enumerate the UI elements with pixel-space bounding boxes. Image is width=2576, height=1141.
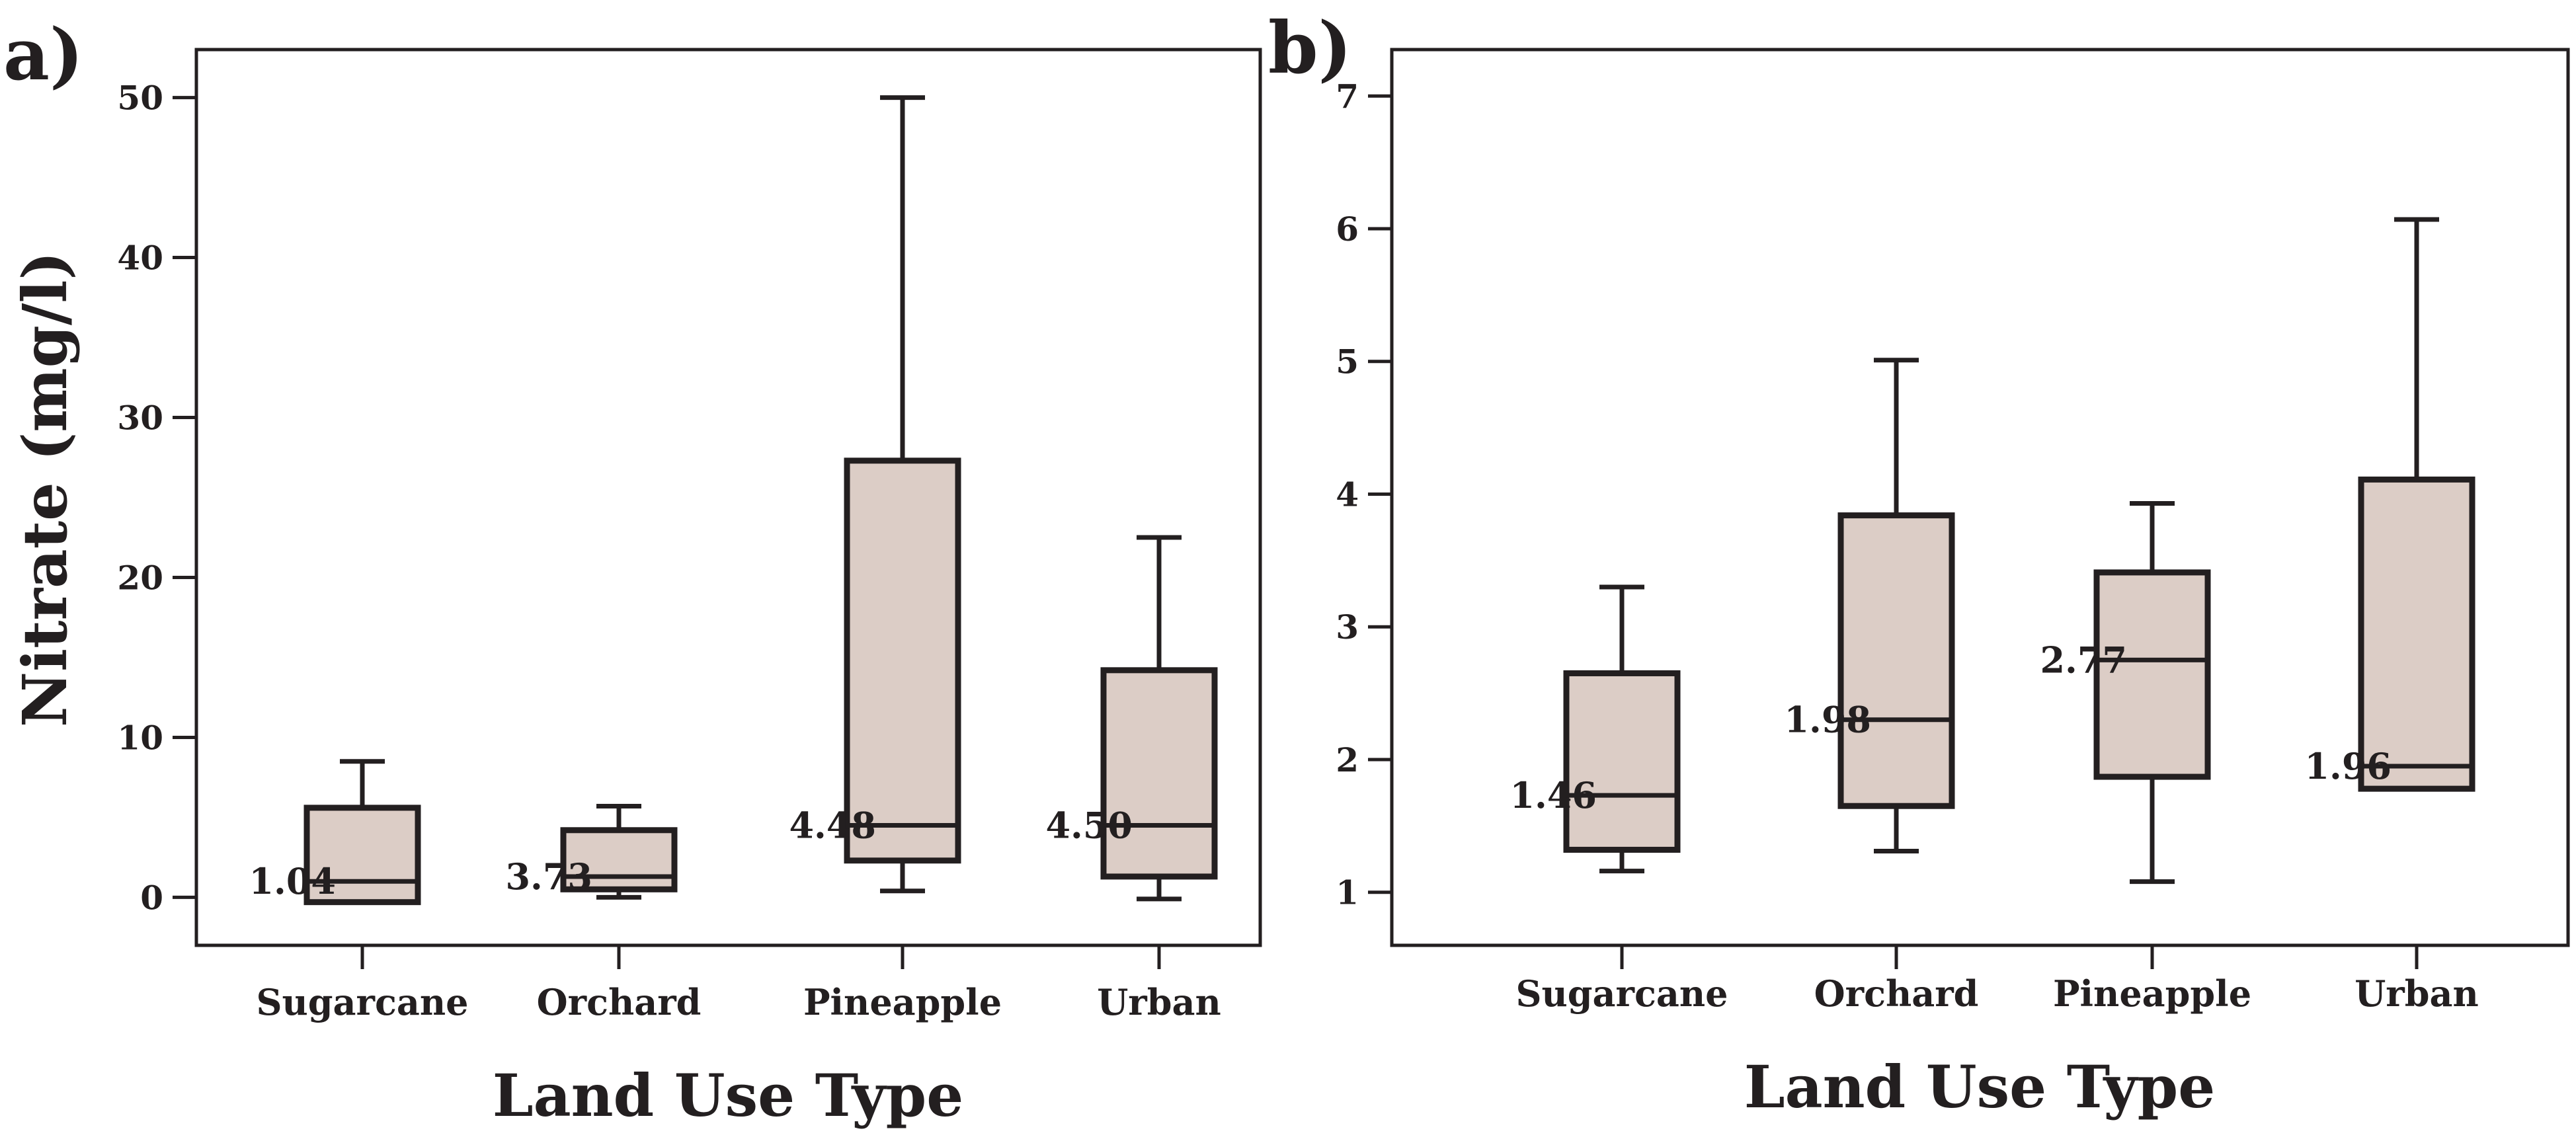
panel-b: 1 2 3 4 5 6 7 1.46 Sugarcane 1.98 Orchard 2.77 Pinea… [1268, 7, 2570, 1121]
box-iqr [2093, 569, 2211, 780]
box-orchard: 1.98 Orchard [1784, 358, 1979, 1015]
box-urban: 1.96 Urban [2304, 217, 2479, 1015]
y-tick-label: 50 [117, 79, 163, 118]
box-iqr [2358, 476, 2475, 792]
y-tick-label: 40 [117, 239, 163, 278]
box-orchard: 3.73 Orchard [505, 803, 702, 1023]
category-label: Urban [2355, 972, 2479, 1015]
category-label: Sugarcane [257, 981, 469, 1023]
panel-a: 0 10 20 30 40 50 1.04 Sugarcane 3.73 Orchard 4.48 P… [3, 13, 1262, 1130]
panel-label: b) [1268, 7, 1352, 90]
box-pineapple: 4.48 Pineapple [789, 95, 1002, 1023]
y-tick-label: 3 [1336, 608, 1359, 647]
x-axis-label: Land Use Type [1744, 1052, 2215, 1121]
category-label: Pineapple [2053, 972, 2251, 1015]
y-tick-label: 6 [1336, 210, 1359, 249]
box-iqr [844, 457, 961, 864]
y-tick-label: 2 [1336, 740, 1359, 779]
y-tick-label: 7 [1336, 77, 1359, 116]
median-annotation: 1.96 [2304, 745, 2392, 787]
plot-frame [194, 48, 1262, 947]
category-label: Pineapple [803, 981, 1002, 1023]
box-iqr [303, 805, 421, 906]
median-annotation: 2.77 [2040, 639, 2127, 681]
median-annotation: 3.73 [505, 855, 592, 898]
y-tick-label: 5 [1336, 342, 1359, 381]
x-axis-label: Land Use Type [493, 1061, 963, 1130]
box-iqr [1837, 512, 1955, 809]
panel-label: a) [3, 13, 83, 97]
box-iqr [560, 827, 678, 892]
y-tick-label: 0 [140, 878, 163, 917]
y-tick-label: 30 [117, 399, 163, 438]
median-annotation: 1.04 [249, 860, 336, 902]
box-iqr [1563, 670, 1681, 853]
category-label: Sugarcane [1516, 972, 1728, 1015]
box-pineapple: 2.77 Pineapple [2040, 501, 2251, 1015]
category-label: Orchard [1814, 972, 1979, 1015]
category-label: Urban [1097, 981, 1221, 1023]
y-tick-label: 1 [1336, 873, 1359, 912]
y-tick-label: 20 [117, 558, 163, 597]
y-tick-label: 4 [1336, 475, 1359, 514]
box-sugarcane: 1.04 Sugarcane [249, 759, 469, 1023]
box-sugarcane: 1.46 Sugarcane [1509, 584, 1728, 1015]
box-iqr [1100, 667, 1218, 880]
median-annotation: 4.50 [1045, 804, 1133, 846]
y-axis-label: Nitrate (mg/l) [9, 251, 81, 727]
category-label: Orchard [537, 981, 702, 1023]
median-annotation: 1.46 [1509, 774, 1597, 816]
median-annotation: 4.48 [789, 804, 876, 846]
plot-frame [1390, 48, 2570, 947]
median-annotation: 1.98 [1784, 699, 1871, 741]
box-urban: 4.50 Urban [1045, 535, 1221, 1023]
y-tick-label: 10 [117, 718, 163, 757]
